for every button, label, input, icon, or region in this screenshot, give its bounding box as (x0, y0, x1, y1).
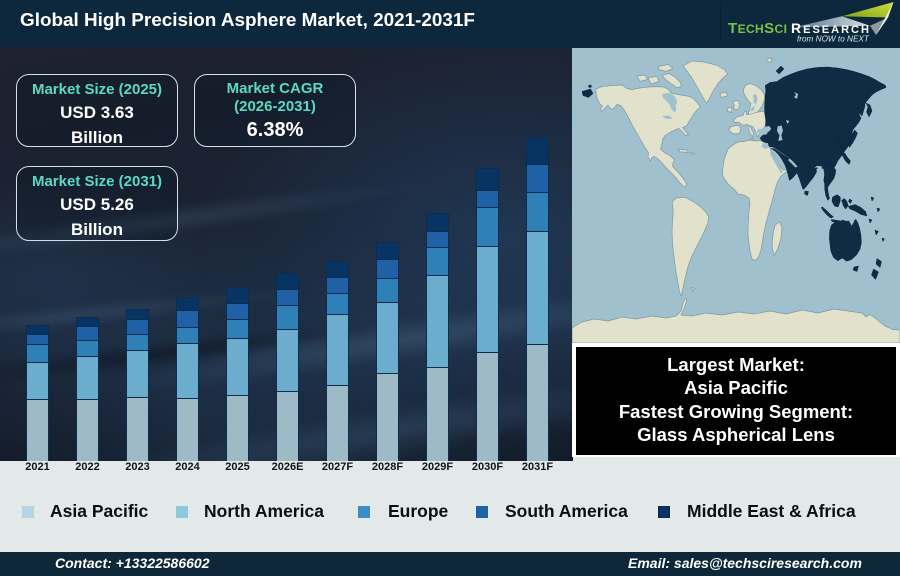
svg-text:TECHSCI: TECHSCI (728, 20, 787, 37)
svg-text:from NOW to NEXT: from NOW to NEXT (797, 35, 870, 44)
svg-text:RESEARCH: RESEARCH (791, 20, 871, 36)
